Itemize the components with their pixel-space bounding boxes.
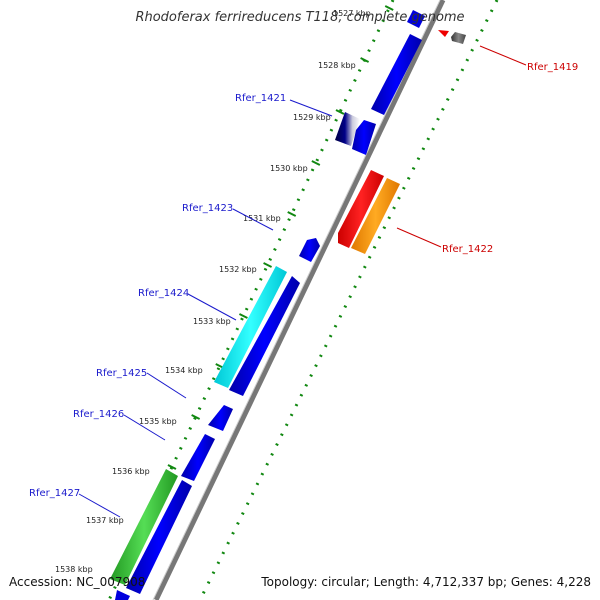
leader-rfer-1419 [479,45,527,66]
gene-label-rfer-1424[interactable]: Rfer_1424 [138,288,189,299]
gene-rfer-1421[interactable] [335,112,360,146]
tick-mark [335,109,345,115]
genome-title: Rhodoferax ferrireducens T118, complete … [135,10,465,25]
gene-label-rfer-1419[interactable]: Rfer_1419 [527,62,578,73]
tick-label-1535: 1535 kbp [139,417,177,426]
tick-label-1534: 1534 kbp [165,366,203,375]
tick-label-1537: 1537 kbp [86,516,124,525]
tick-mark [360,57,370,63]
gene-rfer-1427[interactable] [110,469,178,585]
gene-arrow[interactable] [352,120,376,155]
gene-rfer-1422[interactable] [351,178,400,254]
tick-label-1538: 1538 kbp [55,565,93,574]
tick-label-1530: 1530 kbp [270,164,308,173]
gene-arrow[interactable] [407,10,425,28]
tick-mark [167,464,177,470]
leader-rfer-1425 [146,372,187,399]
tick-label-1531: 1531 kbp [243,214,281,223]
genome-backbone [153,0,446,600]
gene-arrow[interactable] [126,480,192,594]
tick-label-1527: 1527 kbp [333,9,371,18]
gene-label-rfer-1423[interactable]: Rfer_1423 [182,203,233,214]
gene-rfer-1424[interactable] [214,266,287,388]
tick-mark [384,5,394,11]
gene-rfer-1426[interactable] [181,434,215,481]
tick-label-1536: 1536 kbp [112,467,150,476]
gene-rfer-1423[interactable] [299,238,320,262]
tick-mark [311,160,321,166]
tick-label-1532: 1532 kbp [219,265,257,274]
tick-mark [263,262,273,268]
leader-rfer-1427 [78,493,121,518]
gene-label-rfer-1425[interactable]: Rfer_1425 [96,368,147,379]
inner-tick-ring [107,0,395,600]
gene-rfer-1425[interactable] [208,405,233,431]
genome-summary-text: Topology: circular; Length: 4,712,337 bp… [261,575,591,589]
tick-mark [238,313,248,319]
tick-label-1533: 1533 kbp [193,317,231,326]
forward-strand-genes [110,10,425,600]
gene-label-rfer-1427[interactable]: Rfer_1427 [29,488,80,499]
backbone-highlight [152,0,441,600]
leader-rfer-1422 [396,227,442,248]
gene-arrow[interactable] [371,34,422,115]
tick-mark [191,414,201,420]
tick-labels: 1527 kbp 1528 kbp 1529 kbp 1530 kbp 1531… [55,9,371,574]
tick-mark [287,211,297,217]
gene-label-rfer-1422[interactable]: Rfer_1422 [442,244,493,255]
gene-labels: Rfer_1419 Rfer_1421 Rfer_1423 Rfer_1422 … [29,62,578,499]
gene-rfer-1419[interactable] [451,32,466,44]
gene-rfer-1419-red[interactable] [438,30,449,37]
label-leaders [78,45,527,518]
gene-label-rfer-1421[interactable]: Rfer_1421 [235,93,286,104]
gene-arrow[interactable] [115,590,130,600]
gene-rfer-1422-red[interactable] [338,170,384,248]
leader-rfer-1426 [123,414,166,441]
leader-rfer-1421 [289,99,333,117]
tick-label-1528: 1528 kbp [318,61,356,70]
tick-label-1529: 1529 kbp [293,113,331,122]
outer-tick-ring [198,0,499,600]
accession-text: Accession: NC_007908 [9,575,146,589]
gene-arrow[interactable] [229,276,300,396]
reverse-strand-genes [338,30,466,254]
leader-rfer-1424 [187,293,237,321]
gene-label-rfer-1426[interactable]: Rfer_1426 [73,409,124,420]
leader-rfer-1423 [232,208,274,231]
